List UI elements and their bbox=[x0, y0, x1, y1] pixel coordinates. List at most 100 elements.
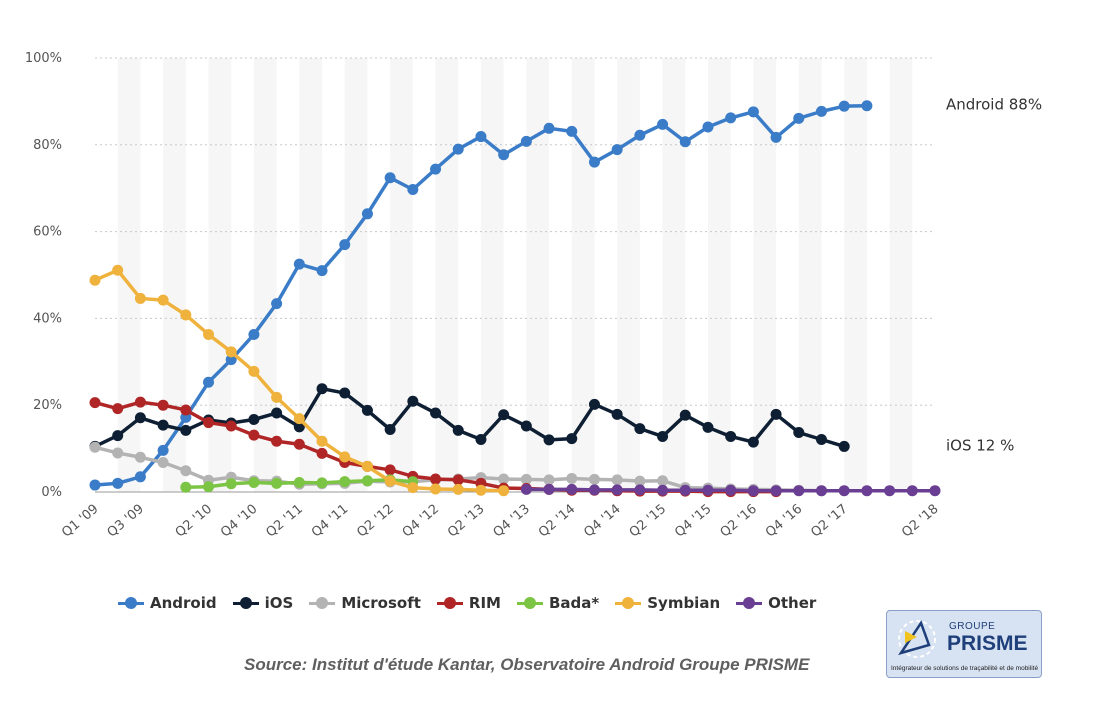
data-point-symbian bbox=[112, 264, 124, 276]
data-point-android bbox=[157, 444, 169, 456]
data-point-microsoft bbox=[134, 451, 146, 463]
data-point-android bbox=[566, 125, 578, 137]
data-point-bada bbox=[316, 477, 328, 489]
data-point-android bbox=[248, 328, 260, 340]
data-point-android bbox=[112, 477, 124, 489]
data-point-rim bbox=[316, 447, 328, 459]
legend-marker-icon bbox=[436, 597, 463, 609]
data-point-ios bbox=[157, 419, 169, 431]
data-point-ios bbox=[815, 433, 827, 445]
legend-marker-icon bbox=[615, 597, 642, 609]
groupe-prisme-logo: GROUPE PRISME Intégrateur de solutions d… bbox=[886, 610, 1042, 678]
prisme-emblem-icon bbox=[898, 620, 936, 658]
x-tick-label: Q2 '11 bbox=[263, 502, 305, 541]
data-point-symbian bbox=[430, 483, 442, 495]
data-point-symbian bbox=[293, 413, 305, 425]
logo-name-text: PRISME bbox=[947, 632, 1028, 655]
data-point-microsoft bbox=[180, 465, 192, 477]
data-point-ios bbox=[316, 383, 328, 395]
data-point-ios bbox=[747, 436, 759, 448]
chart: 0%20%40%60%80%100%Q1 '09 Q3 '09 Q2 '10 Q4 '… bbox=[25, 51, 1042, 541]
data-point-microsoft bbox=[611, 474, 623, 486]
data-point-android bbox=[679, 136, 691, 148]
data-point-ios bbox=[293, 421, 305, 433]
data-point-symbian bbox=[339, 451, 351, 463]
data-point-rim bbox=[203, 417, 215, 429]
data-point-other bbox=[679, 484, 691, 496]
data-point-symbian bbox=[498, 485, 510, 497]
legend-item-ios: iOS bbox=[232, 594, 294, 612]
data-point-android bbox=[407, 184, 419, 196]
data-point-android bbox=[316, 265, 328, 277]
data-point-ios bbox=[838, 440, 850, 452]
data-point-bada bbox=[339, 476, 351, 488]
data-point-rim bbox=[293, 438, 305, 450]
data-point-ios bbox=[588, 398, 600, 410]
data-point-ios bbox=[407, 395, 419, 407]
data-point-ios bbox=[634, 423, 646, 435]
plot-band bbox=[866, 58, 890, 492]
data-point-ios bbox=[498, 409, 510, 421]
data-point-android bbox=[725, 112, 737, 124]
data-point-symbian bbox=[203, 328, 215, 340]
data-point-other bbox=[611, 484, 623, 496]
legend-marker-icon bbox=[232, 597, 259, 609]
data-point-other bbox=[770, 485, 782, 497]
legend-item-android: Android bbox=[118, 594, 217, 612]
data-point-symbian bbox=[271, 391, 283, 403]
data-point-microsoft bbox=[588, 473, 600, 485]
data-point-android bbox=[861, 100, 873, 112]
data-point-ios bbox=[112, 430, 124, 442]
data-point-android bbox=[498, 149, 510, 161]
y-tick-label: 60% bbox=[33, 225, 62, 240]
x-tick-label: Q2 '15 bbox=[627, 502, 669, 541]
data-point-symbian bbox=[361, 460, 373, 472]
x-tick-label: Q3 '09 bbox=[105, 502, 147, 541]
data-point-symbian bbox=[407, 482, 419, 494]
data-point-other bbox=[747, 485, 759, 497]
data-point-rim bbox=[180, 404, 192, 416]
chart-legend: Android iOS Microsoft RIM Bada* Symbian Other bbox=[118, 594, 816, 612]
plot-band bbox=[231, 58, 254, 492]
data-point-other bbox=[929, 485, 941, 497]
plot-band bbox=[594, 58, 618, 492]
data-point-android bbox=[271, 298, 283, 310]
data-point-rim bbox=[430, 473, 442, 485]
data-point-android bbox=[225, 354, 237, 366]
data-point-microsoft bbox=[543, 474, 555, 486]
x-tick-label: Q4 '13 bbox=[491, 502, 533, 541]
plot-band bbox=[367, 58, 391, 492]
data-point-ios bbox=[339, 387, 351, 399]
y-tick-label: 80% bbox=[33, 138, 62, 153]
plot-band bbox=[503, 58, 527, 492]
legend-label: Microsoft bbox=[341, 594, 421, 612]
data-point-ios bbox=[134, 412, 146, 424]
plot-band bbox=[549, 58, 572, 492]
plot-band bbox=[458, 58, 481, 492]
data-point-microsoft bbox=[520, 473, 532, 485]
data-point-android bbox=[611, 144, 623, 156]
y-tick-label: 0% bbox=[41, 485, 62, 500]
x-tick-label: Q4 '15 bbox=[672, 502, 714, 541]
data-point-ios bbox=[543, 434, 555, 446]
legend-item-bada: Bada* bbox=[516, 594, 599, 612]
data-point-symbian bbox=[248, 365, 260, 377]
data-point-android bbox=[588, 156, 600, 168]
data-point-android bbox=[838, 100, 850, 112]
logo-tagline: Intégrateur de solutions de traçabilité … bbox=[891, 665, 1039, 672]
plot-band bbox=[412, 58, 436, 492]
data-point-microsoft bbox=[634, 475, 646, 487]
data-point-android bbox=[384, 172, 396, 184]
data-point-ios bbox=[793, 427, 805, 439]
legend-label: iOS bbox=[264, 594, 294, 612]
data-point-android bbox=[203, 376, 215, 388]
data-point-symbian bbox=[316, 435, 328, 447]
x-tick-label: Q4 '11 bbox=[309, 502, 351, 541]
data-point-android bbox=[475, 131, 487, 143]
plot-band bbox=[140, 58, 164, 492]
data-point-symbian bbox=[89, 274, 101, 286]
data-point-bada bbox=[293, 476, 305, 488]
legend-marker-icon bbox=[309, 597, 336, 609]
data-point-android bbox=[452, 143, 464, 155]
plot-band bbox=[639, 58, 663, 492]
